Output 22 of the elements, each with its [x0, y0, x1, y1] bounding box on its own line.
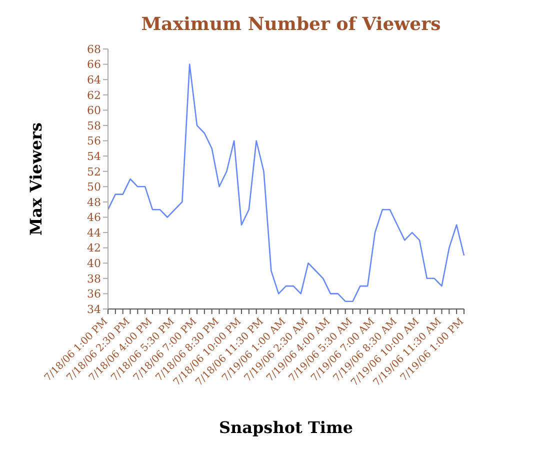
y-tick-label: 60	[87, 104, 101, 118]
y-tick-label: 46	[87, 211, 101, 224]
x-axis-title: Snapshot Time	[218, 418, 354, 437]
y-tick-label: 40	[87, 257, 101, 270]
y-tick-label: 52	[87, 165, 101, 178]
y-tick-label: 42	[87, 242, 101, 255]
y-tick-label: 54	[87, 150, 101, 163]
y-tick-label: 38	[87, 272, 101, 286]
y-tick-label: 36	[87, 288, 101, 301]
line-series	[107, 64, 465, 302]
y-tick-label: 68	[87, 42, 101, 56]
chart-title: Maximum Number of Viewers	[140, 13, 442, 35]
y-tick-label: 56	[87, 134, 101, 148]
y-tick-label: 34	[87, 302, 101, 316]
y-tick-label: 50	[87, 180, 101, 194]
y-axis-title: Max Viewers	[26, 122, 46, 236]
y-tick-label: 44	[87, 226, 101, 240]
y-tick-label: 58	[87, 119, 101, 132]
y-tick-label: 48	[87, 196, 101, 209]
y-tick-label: 62	[87, 88, 101, 102]
y-tick-label: 64	[87, 73, 101, 86]
y-tick-label: 66	[87, 58, 101, 72]
